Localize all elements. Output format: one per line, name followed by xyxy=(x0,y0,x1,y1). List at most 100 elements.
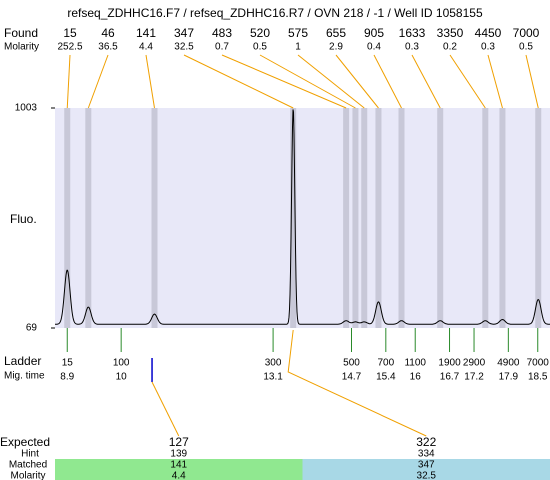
peak-band xyxy=(352,108,359,328)
peak-band xyxy=(482,108,489,328)
expected-molarity: 32.5 xyxy=(417,471,437,480)
found-molarity: 0.5 xyxy=(519,42,533,53)
matched-label: Matched xyxy=(9,460,47,471)
ladder-time: 8.9 xyxy=(60,372,74,383)
ladder-size: 1900 xyxy=(438,358,461,369)
ladder-size: 500 xyxy=(343,358,360,369)
found-connector xyxy=(373,54,402,109)
found-connector xyxy=(411,54,441,109)
ladder-time: 16 xyxy=(410,372,422,383)
trace xyxy=(55,109,550,325)
peak-band xyxy=(343,108,350,328)
ladder-time: 17.2 xyxy=(464,372,484,383)
peak-band xyxy=(64,108,71,328)
ladder-time: 18.5 xyxy=(528,372,548,383)
found-connector xyxy=(66,54,71,109)
found-size: 141 xyxy=(136,26,156,40)
mig-time-label: Mig. time xyxy=(4,371,45,382)
ladder-time: 10 xyxy=(116,372,128,383)
found-connector xyxy=(145,54,155,109)
found-size: 575 xyxy=(288,26,308,40)
peak-band xyxy=(361,108,368,328)
molarity-row-label: Molarity xyxy=(10,471,45,480)
found-connector xyxy=(87,54,109,109)
molarity-label: Molarity xyxy=(4,42,39,53)
found-size: 483 xyxy=(212,26,232,40)
ladder-size: 4900 xyxy=(497,358,520,369)
peak-band xyxy=(290,108,297,328)
found-connector xyxy=(487,54,503,109)
y-tick-label: 69 xyxy=(26,323,38,334)
expected-connector xyxy=(287,329,427,437)
plot-layer xyxy=(55,108,550,328)
found-size: 347 xyxy=(174,26,194,40)
found-connector xyxy=(449,54,486,109)
ladder-time: 15.4 xyxy=(376,372,396,383)
found-connector xyxy=(297,54,365,109)
expected-size: 127 xyxy=(169,435,189,449)
found-connector xyxy=(221,54,347,109)
ladder-time: 16.7 xyxy=(440,372,460,383)
found-molarity: 32.5 xyxy=(174,42,194,53)
peak-band xyxy=(535,108,542,328)
ladder-size: 7000 xyxy=(527,358,550,369)
found-connector xyxy=(335,54,379,109)
ladder-size: 300 xyxy=(265,358,282,369)
peak-band xyxy=(375,108,382,328)
ladder-size: 700 xyxy=(377,358,394,369)
peak-band xyxy=(398,108,405,328)
expected-matched: 347 xyxy=(418,460,435,471)
found-molarity: 0.7 xyxy=(215,42,229,53)
found-size: 7000 xyxy=(513,26,540,40)
found-molarity: 4.4 xyxy=(139,42,153,53)
found-size: 655 xyxy=(326,26,346,40)
found-size: 905 xyxy=(364,26,384,40)
ladder-time: 13.1 xyxy=(263,372,283,383)
found-molarity: 252.5 xyxy=(57,42,82,53)
expected-connector xyxy=(151,381,180,437)
peak-band xyxy=(151,108,158,328)
ladder-size: 1100 xyxy=(404,358,426,369)
found-connector xyxy=(525,54,539,109)
found-size: 4450 xyxy=(475,26,502,40)
peak-band xyxy=(85,108,92,328)
expected-bar xyxy=(55,459,303,480)
expected-hint: 139 xyxy=(170,449,187,460)
found-molarity: 0.4 xyxy=(367,42,381,53)
found-molarity: 0.3 xyxy=(481,42,495,53)
found-molarity: 36.5 xyxy=(98,42,118,53)
ladder-size: 2900 xyxy=(463,358,486,369)
peak-band xyxy=(499,108,506,328)
found-size: 1633 xyxy=(399,26,426,40)
found-molarity: 0.2 xyxy=(443,42,457,53)
expected-hint: 334 xyxy=(418,449,435,460)
ladder-label: Ladder xyxy=(4,354,41,368)
ladder-size: 100 xyxy=(113,358,130,369)
found-connector xyxy=(259,54,356,109)
plot-area xyxy=(55,108,550,328)
ladder-time: 17.9 xyxy=(499,372,519,383)
title: refseq_ZDHHC16.F7 / refseq_ZDHHC16.R7 / … xyxy=(67,6,483,20)
found-molarity: 1 xyxy=(295,42,301,53)
ladder-size: 15 xyxy=(62,358,74,369)
found-size: 520 xyxy=(250,26,270,40)
expected-matched: 141 xyxy=(170,460,187,471)
expected-bar xyxy=(302,459,550,480)
expected-molarity: 4.4 xyxy=(172,471,186,480)
found-molarity: 0.5 xyxy=(253,42,267,53)
hint-label: Hint xyxy=(21,449,39,460)
found-label: Found xyxy=(4,26,38,40)
expected-size: 322 xyxy=(416,435,436,449)
ladder-time: 14.7 xyxy=(342,372,362,383)
y-label: Fluo. xyxy=(10,212,37,226)
found-size: 15 xyxy=(63,26,77,40)
y-tick-label: 1003 xyxy=(15,103,38,114)
found-size: 3350 xyxy=(437,26,464,40)
expected-label: Expected xyxy=(0,435,50,449)
found-size: 46 xyxy=(101,26,115,40)
peak-band xyxy=(437,108,444,328)
found-molarity: 2.9 xyxy=(329,42,343,53)
found-molarity: 0.3 xyxy=(405,42,419,53)
